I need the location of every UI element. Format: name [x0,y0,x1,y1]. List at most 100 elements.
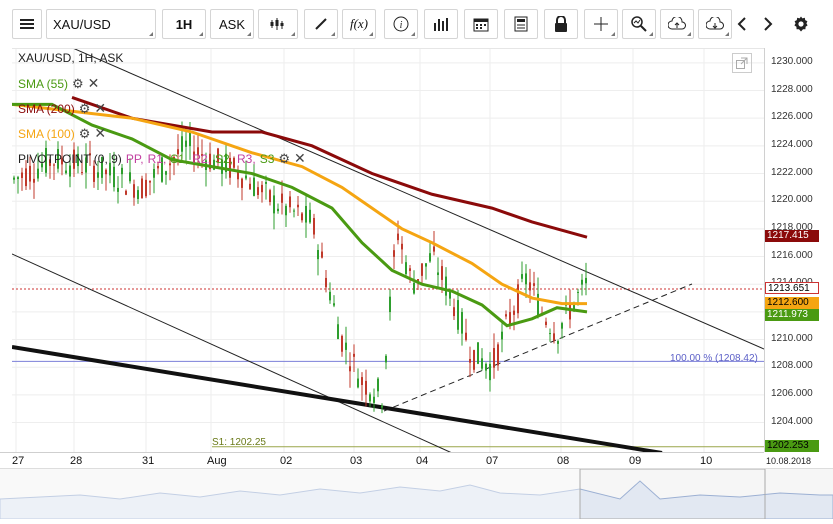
interval-label: 1H [175,16,193,32]
candle-body [217,148,219,163]
navigator-chart[interactable] [0,468,833,520]
candle-body [161,157,163,182]
draw-button[interactable] [304,9,338,39]
legend-pivot-point[interactable]: PIVOTPOINT (0, 9) PP, R1, S1, R2, S2, R3… [18,150,306,167]
news-button[interactable] [504,9,538,39]
candle-body [321,251,323,258]
x-tick-label: 03 [350,455,363,467]
candle-body [345,342,347,350]
y-tick-label: 1226.000 [771,111,813,123]
close-icon[interactable]: ✕ [94,100,107,116]
candle-body [585,277,587,284]
close-icon[interactable]: ✕ [94,125,107,141]
upload-button[interactable] [660,9,694,39]
candle-body [137,190,139,199]
popout-icon [736,57,748,69]
legend-sma-200[interactable]: SMA (200) ⚙ ✕ [18,100,106,117]
chart-type-button[interactable] [258,9,298,39]
candle-body [361,377,363,385]
candle-body [325,277,327,288]
zoom-button[interactable] [622,9,656,39]
candle-body [281,193,283,203]
candle-body [93,165,95,182]
gear-icon[interactable]: ⚙ [78,125,91,141]
candle-body [213,159,215,170]
candle-body [309,209,311,223]
candle-body [149,180,151,183]
price-axis[interactable]: 1230.000 1228.000 1226.000 1224.000 1222.000… [764,48,833,452]
legend-sma-100[interactable]: SMA (100) ⚙ ✕ [18,125,106,142]
candle-body [185,140,187,147]
candle-body [445,276,447,296]
candle-body [229,157,231,178]
lock-button[interactable] [544,9,578,39]
volume-button[interactable] [424,9,458,39]
candle-body [553,333,555,341]
popout-button[interactable] [732,53,752,73]
candle-body [413,282,415,294]
candle-body [153,169,155,178]
svg-text:i: i [400,20,403,31]
crosshair-icon [594,17,608,31]
candle-body [145,179,147,197]
candle-body [529,282,531,291]
candle-body [253,177,255,196]
legend-sma-55-label: SMA (55) [18,76,69,91]
candle-body [293,210,295,212]
candle-body [81,172,83,174]
x-tick-label: 07 [486,455,499,467]
price-tag: 1213.651 [765,282,819,295]
menu-button[interactable] [12,9,42,39]
settings-button[interactable] [790,9,812,39]
price-type-selector[interactable]: ASK [210,9,254,39]
download-button[interactable] [698,9,732,39]
fx-button[interactable]: f(x) [342,9,376,39]
legend-pivot-label: PIVOTPOINT (0, 9) [18,151,122,166]
legend-sma-55[interactable]: SMA (55) ⚙ ✕ [18,75,99,92]
candle-body [453,307,455,317]
candle-body [333,303,335,306]
candle-body [233,157,235,168]
zoom-icon [631,16,647,32]
candle-body [473,350,475,370]
scroll-right-button[interactable] [760,9,776,39]
gear-icon[interactable]: ⚙ [278,150,291,166]
x-tick-label: 04 [416,455,429,467]
fx-icon: f(x) [349,16,369,31]
close-icon[interactable]: ✕ [294,150,306,166]
candle-body [65,170,67,174]
candle-body [481,358,483,369]
candle-body [189,132,191,147]
close-icon[interactable]: ✕ [87,75,100,91]
price-tag: 1217.415 [765,229,819,242]
candle-body [245,175,247,179]
symbol-selector[interactable]: XAU/USD [46,9,156,39]
info-button[interactable]: i [384,9,418,39]
draw-icon [315,18,327,30]
scroll-left-button[interactable] [734,9,750,39]
candle-body [513,310,515,315]
candle-body [393,250,395,257]
candle-body [285,205,287,216]
candle-body [237,172,239,180]
candle-body [69,165,71,177]
candle-body [341,335,343,352]
time-axis[interactable]: 27 28 31 Aug 02 03 04 07 08 09 10 10.08.2018 [0,452,812,469]
candle-body [105,169,107,175]
candle-body [129,172,131,182]
chart-plot-area[interactable]: XAU/USD, 1H, ASK SMA (55) ⚙ ✕ SMA (200) … [12,48,764,489]
navigator-panel[interactable] [0,468,833,520]
interval-selector[interactable]: 1H [162,9,206,39]
menu-icon [20,17,34,31]
price-chart[interactable] [12,49,764,453]
candle-body [301,213,303,221]
crosshair-button[interactable] [584,9,618,39]
gear-icon[interactable]: ⚙ [72,75,84,91]
candle-body [337,324,339,340]
pivot-s3: S3 [259,151,275,166]
calendar-button[interactable] [464,9,498,39]
fib-label: 100.00 % (1208.42) [670,353,758,364]
candle-body [181,136,183,152]
gear-icon[interactable]: ⚙ [78,100,91,116]
candle-body [449,289,451,299]
